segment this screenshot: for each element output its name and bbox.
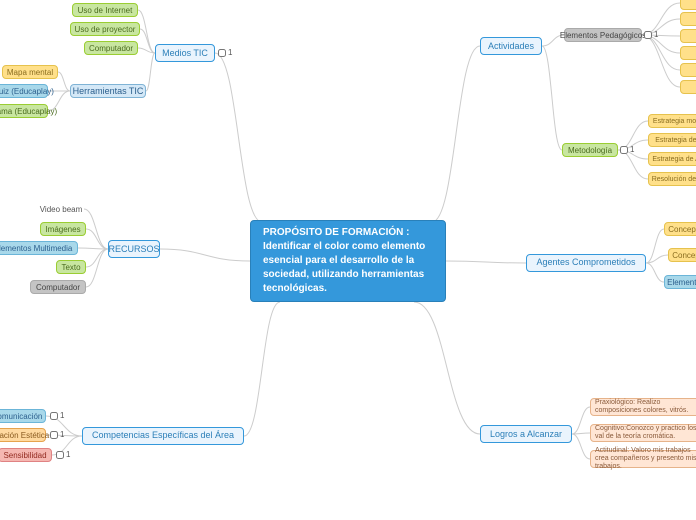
child-agentes-1-label: Concep [672, 251, 696, 260]
child-recursos-0[interactable]: Video beam [38, 203, 84, 215]
child-recursos-1-label: Imágenes [45, 225, 80, 234]
leaf-actividades-1-3[interactable]: Resolución de pr [648, 172, 696, 186]
badge-count: 1 [228, 48, 232, 57]
badge-count: 1 [60, 430, 64, 439]
badge-checkbox[interactable] [50, 412, 58, 420]
branch-logros-label: Logros a Alcanzar [490, 429, 562, 439]
badge-checkbox[interactable] [56, 451, 64, 459]
leaf-actividades-0-0[interactable]: Estrategi [680, 0, 696, 10]
child-herramientas-tic-2[interactable]: Crucigrama (Educaplay) [0, 104, 48, 118]
leaf-actividades-0-5[interactable]: Evalu [680, 80, 696, 94]
count-badge: 1 [50, 430, 64, 439]
center-node-label: PROPÓSITO DE FORMACIÓN : Identificar el … [263, 226, 433, 296]
child-herramientas-tic-2-label: Crucigrama (Educaplay) [0, 107, 57, 116]
child-herramientas-tic-0-label: Mapa mental [7, 68, 53, 77]
leaf-actividades-0-3[interactable]: Plan [680, 46, 696, 60]
leaf-actividades-1-0[interactable]: Estrategia motiv [648, 114, 696, 128]
child-logros-2-label: Actitudinal: Valoro mis trabajos crea co… [595, 447, 696, 470]
leaf-actividades-1-1[interactable]: Estrategia de r [648, 133, 696, 147]
leaf-actividades-0-4[interactable]: Limit [680, 63, 696, 77]
child-logros-1[interactable]: Cognitivo:Conozco y practico los val de … [590, 424, 696, 442]
child-medios-tic-1-label: Uso de proyector [75, 25, 136, 34]
child-competencias-2-label: Sensibilidad [3, 451, 46, 460]
count-badge: 1 [218, 48, 232, 57]
child-recursos-0-label: Video beam [40, 205, 83, 214]
child-medios-tic-0[interactable]: Uso de Internet [72, 3, 138, 17]
child-agentes-1[interactable]: Concep [668, 248, 696, 262]
leaf-actividades-0-2[interactable]: Obje [680, 29, 696, 43]
leaf-actividades-1-2-label: Estrategia de Ap [652, 156, 696, 163]
child-medios-tic-2[interactable]: Computador [84, 41, 138, 55]
leaf-actividades-0-1[interactable]: Estrat [680, 12, 696, 26]
child-actividades-0-label: Elementos Pedagógicos [560, 31, 646, 40]
badge-checkbox[interactable] [50, 431, 58, 439]
child-actividades-0[interactable]: Elementos Pedagógicos [564, 28, 642, 42]
child-competencias-1-label: Apreciación Estética [0, 431, 49, 440]
child-logros-1-label: Cognitivo:Conozco y practico los val de … [595, 425, 696, 440]
child-recursos-2-label: Elementos Multimedia [0, 244, 72, 253]
child-recursos-4[interactable]: Computador [30, 280, 86, 294]
leaf-actividades-1-0-label: Estrategia motiv [653, 118, 696, 125]
badge-count: 1 [66, 450, 70, 459]
badge-count: 1 [630, 145, 634, 154]
badge-checkbox[interactable] [218, 49, 226, 57]
child-logros-2[interactable]: Actitudinal: Valoro mis trabajos crea co… [590, 450, 696, 468]
branch-herramientas-tic-label: Herramientas TIC [73, 86, 144, 96]
child-medios-tic-2-label: Computador [89, 44, 133, 53]
badge-count: 1 [60, 411, 64, 420]
leaf-actividades-1-2[interactable]: Estrategia de Ap [648, 152, 696, 166]
child-recursos-3[interactable]: Texto [56, 260, 86, 274]
count-badge: 1 [50, 411, 64, 420]
child-medios-tic-1[interactable]: Uso de proyector [70, 22, 140, 36]
count-badge: 1 [56, 450, 70, 459]
branch-actividades-label: Actividades [488, 41, 534, 51]
branch-medios-tic-label: Medios TIC [162, 48, 208, 58]
branch-competencias[interactable]: Competencias Específicas del Área [82, 427, 244, 445]
branch-competencias-label: Competencias Específicas del Área [92, 431, 234, 441]
child-medios-tic-0-label: Uso de Internet [78, 6, 133, 15]
child-agentes-0[interactable]: Concepc [664, 222, 696, 236]
child-competencias-0-label: Comunicación [0, 412, 42, 421]
branch-medios-tic[interactable]: Medios TIC [155, 44, 215, 62]
child-recursos-2[interactable]: Elementos Multimedia [0, 241, 78, 255]
child-herramientas-tic-1-label: Videoquiz (Educaplay) [0, 87, 54, 96]
leaf-actividades-1-1-label: Estrategia de r [655, 137, 696, 144]
center-node[interactable]: PROPÓSITO DE FORMACIÓN : Identificar el … [250, 220, 446, 302]
count-badge: 1 [620, 145, 634, 154]
badge-checkbox[interactable] [644, 31, 652, 39]
branch-herramientas-tic[interactable]: Herramientas TIC [70, 84, 146, 98]
branch-agentes-label: Agentes Comprometidos [536, 258, 635, 268]
leaf-actividades-1-3-label: Resolución de pr [652, 176, 696, 183]
child-recursos-3-label: Texto [61, 263, 80, 272]
child-competencias-0[interactable]: Comunicación [0, 409, 46, 423]
child-logros-0[interactable]: Praxiológico: Realizo composiciones colo… [590, 398, 696, 416]
badge-count: 1 [654, 30, 658, 39]
child-recursos-4-label: Computador [36, 283, 80, 292]
child-competencias-2[interactable]: Sensibilidad [0, 448, 52, 462]
child-agentes-2-label: Elementos [667, 278, 696, 287]
child-actividades-1[interactable]: Metodología [562, 143, 618, 157]
count-badge: 1 [644, 30, 658, 39]
branch-recursos[interactable]: RECURSOS [108, 240, 160, 258]
child-logros-0-label: Praxiológico: Realizo composiciones colo… [595, 399, 696, 414]
child-herramientas-tic-1[interactable]: Videoquiz (Educaplay) [0, 84, 48, 98]
child-competencias-1[interactable]: Apreciación Estética [0, 428, 46, 442]
child-agentes-2[interactable]: Elementos [664, 275, 696, 289]
child-actividades-1-label: Metodología [568, 146, 612, 155]
badge-checkbox[interactable] [620, 146, 628, 154]
branch-recursos-label: RECURSOS [109, 244, 160, 254]
branch-logros[interactable]: Logros a Alcanzar [480, 425, 572, 443]
child-recursos-1[interactable]: Imágenes [40, 222, 86, 236]
branch-agentes[interactable]: Agentes Comprometidos [526, 254, 646, 272]
child-agentes-0-label: Concepc [668, 225, 696, 234]
child-herramientas-tic-0[interactable]: Mapa mental [2, 65, 58, 79]
branch-actividades[interactable]: Actividades [480, 37, 542, 55]
